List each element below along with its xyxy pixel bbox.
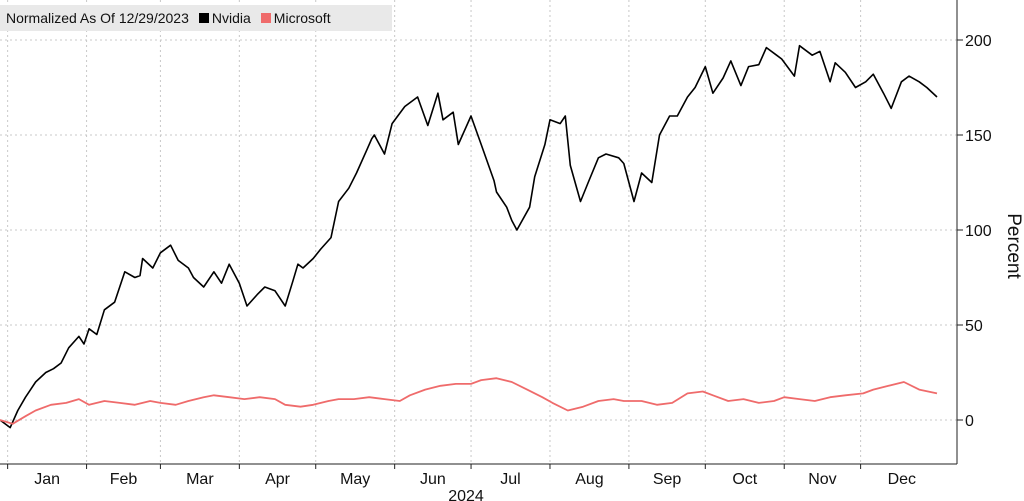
y-tick-label-150: 150 — [965, 128, 992, 145]
legend-label-microsoft: Microsoft — [273, 10, 331, 26]
legend-swatch-microsoft — [260, 13, 271, 23]
x-axis: Jan Feb Mar Apr May Jun Jul Aug Sep Oct Nov Dec — [0, 463, 957, 488]
y-tick-label-100: 100 — [965, 223, 992, 240]
series-line-microsoft — [0, 377, 938, 425]
x-tick-label-Aug: Aug — [575, 471, 603, 488]
chart-title: Normalized As Of 12/29/2023 — [6, 10, 189, 26]
legend-entry-microsoft: Microsoft — [260, 10, 331, 26]
x-tick-label-Dec: Dec — [888, 471, 916, 488]
gridlines — [0, 0, 957, 464]
y-tick-label-200: 200 — [965, 33, 992, 50]
x-tick-label-Apr: Apr — [265, 471, 291, 488]
legend-entry-nvidia: Nvidia — [198, 10, 251, 26]
x-tick-label-Jan: Jan — [34, 471, 60, 488]
series — [0, 44, 938, 429]
x-tick-label-Nov: Nov — [808, 471, 836, 488]
legend: Normalized As Of 12/29/2023 Nvidia Micro… — [0, 5, 392, 31]
legend-swatch-nvidia — [198, 13, 209, 23]
y-tick-label-50: 50 — [965, 318, 983, 335]
legend-label-nvidia: Nvidia — [211, 10, 251, 26]
x-tick-label-Oct: Oct — [732, 471, 757, 488]
x-tick-label-Feb: Feb — [110, 471, 138, 488]
x-tick-label-Mar: Mar — [186, 471, 214, 488]
x-tick-label-Jun: Jun — [420, 471, 446, 488]
x-tick-label-May: May — [340, 471, 370, 488]
x-tick-label-Jul: Jul — [500, 471, 520, 488]
series-line-nvidia — [0, 44, 938, 429]
x-tick-label-Sep: Sep — [653, 471, 682, 488]
y-axis-label: Percent — [1003, 213, 1024, 279]
x-axis-label: 2024 — [448, 488, 484, 501]
y-tick-label-0: 0 — [965, 413, 974, 430]
y-axis: 0 50 100 150 200 — [956, 0, 992, 464]
